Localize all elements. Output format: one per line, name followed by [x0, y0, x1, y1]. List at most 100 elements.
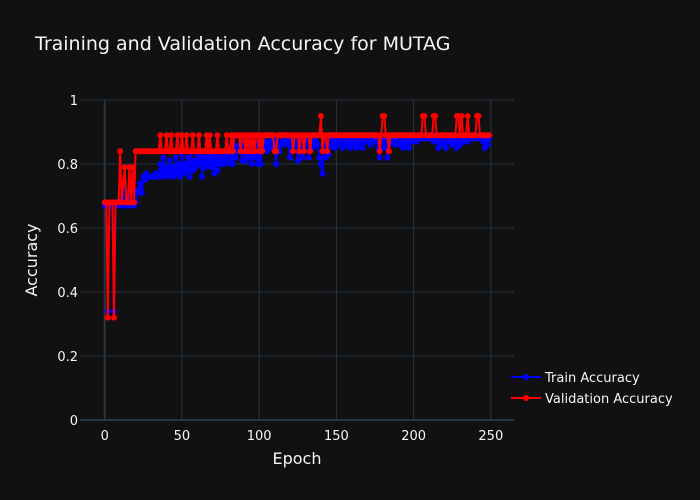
data-point — [166, 157, 173, 164]
x-axis-title: Epoch — [273, 449, 322, 468]
data-point — [458, 113, 465, 119]
data-point — [178, 132, 185, 139]
series-layer — [101, 113, 493, 321]
y-tick-label: 0.2 — [57, 350, 78, 365]
data-point — [183, 167, 190, 174]
data-point — [359, 145, 366, 151]
y-tick-label: 0.8 — [57, 158, 78, 173]
data-point — [287, 154, 294, 161]
data-point — [137, 180, 144, 187]
data-point — [317, 113, 324, 119]
data-point — [385, 148, 392, 155]
data-point — [317, 161, 324, 167]
data-point — [117, 148, 124, 155]
data-point — [175, 161, 182, 167]
tick-layer: 0 0.2 0.4 0.6 0.8 1 0 50 100 150 200 250 — [57, 94, 503, 444]
data-point — [120, 180, 127, 187]
legend-item[interactable]: Train Accuracy — [511, 371, 640, 386]
data-point — [464, 113, 471, 119]
y-tick-label: 0 — [70, 414, 78, 429]
data-point — [290, 148, 297, 155]
data-point — [299, 154, 306, 161]
y-tick-label: 0.6 — [57, 222, 78, 237]
data-point — [294, 157, 301, 164]
data-point — [472, 132, 479, 139]
data-point — [110, 314, 117, 321]
legend-label: Train Accuracy — [544, 371, 640, 386]
data-point — [229, 148, 236, 155]
data-point — [129, 164, 136, 171]
legend-marker — [523, 395, 529, 401]
data-point — [172, 154, 179, 161]
legend-label: Validation Accuracy — [545, 392, 673, 407]
data-point — [257, 161, 264, 167]
data-point — [484, 141, 491, 148]
data-point — [251, 148, 258, 155]
data-point — [214, 132, 221, 139]
data-point — [121, 164, 128, 171]
data-point — [104, 314, 111, 321]
data-point — [219, 154, 226, 161]
data-point — [259, 148, 266, 155]
data-point — [376, 154, 383, 161]
data-point — [185, 154, 192, 161]
legend-item[interactable]: Validation Accuracy — [511, 392, 673, 407]
data-point — [237, 148, 244, 155]
data-point — [384, 154, 391, 161]
data-point — [273, 161, 280, 167]
y-tick-label: 1 — [70, 94, 78, 109]
data-point — [353, 145, 360, 151]
data-point — [443, 145, 450, 151]
data-point — [273, 148, 280, 155]
data-point — [452, 132, 459, 139]
data-point — [174, 132, 181, 139]
data-point — [263, 148, 270, 155]
data-point — [307, 148, 314, 155]
data-point — [376, 148, 383, 155]
data-point — [186, 173, 193, 180]
data-point — [189, 132, 196, 139]
data-point — [223, 132, 230, 139]
data-point — [182, 161, 189, 167]
data-point — [245, 154, 252, 161]
data-point — [169, 164, 176, 171]
x-tick-label: 50 — [174, 429, 191, 444]
data-point — [118, 199, 125, 206]
y-axis-title: Accuracy — [22, 223, 41, 296]
data-point — [421, 113, 428, 119]
data-point — [475, 113, 482, 119]
legend-marker — [523, 374, 529, 380]
x-tick-label: 250 — [478, 429, 503, 444]
data-point — [319, 148, 326, 155]
data-point — [381, 145, 388, 151]
x-tick-label: 200 — [401, 429, 426, 444]
data-point — [270, 132, 277, 139]
data-point — [138, 189, 145, 196]
x-tick-label: 100 — [247, 429, 272, 444]
x-tick-label: 150 — [324, 429, 349, 444]
data-point — [486, 132, 493, 139]
data-point — [131, 199, 138, 206]
data-point — [160, 154, 167, 161]
data-point — [392, 141, 399, 148]
x-tick-label: 0 — [101, 429, 109, 444]
data-point — [418, 132, 425, 139]
chart-title: Training and Validation Accuracy for MUT… — [34, 33, 450, 55]
data-point — [316, 132, 323, 139]
data-point — [316, 154, 323, 161]
data-point — [214, 167, 221, 174]
data-point — [195, 132, 202, 139]
data-point — [232, 154, 239, 161]
data-point — [199, 173, 206, 180]
grid-layer — [80, 99, 514, 421]
data-point — [200, 154, 207, 161]
data-point — [319, 170, 326, 177]
data-point — [429, 132, 436, 139]
data-point — [300, 148, 307, 155]
data-point — [191, 157, 198, 164]
data-point — [248, 161, 255, 167]
data-point — [163, 132, 170, 139]
series-validation-accuracy — [101, 113, 493, 321]
